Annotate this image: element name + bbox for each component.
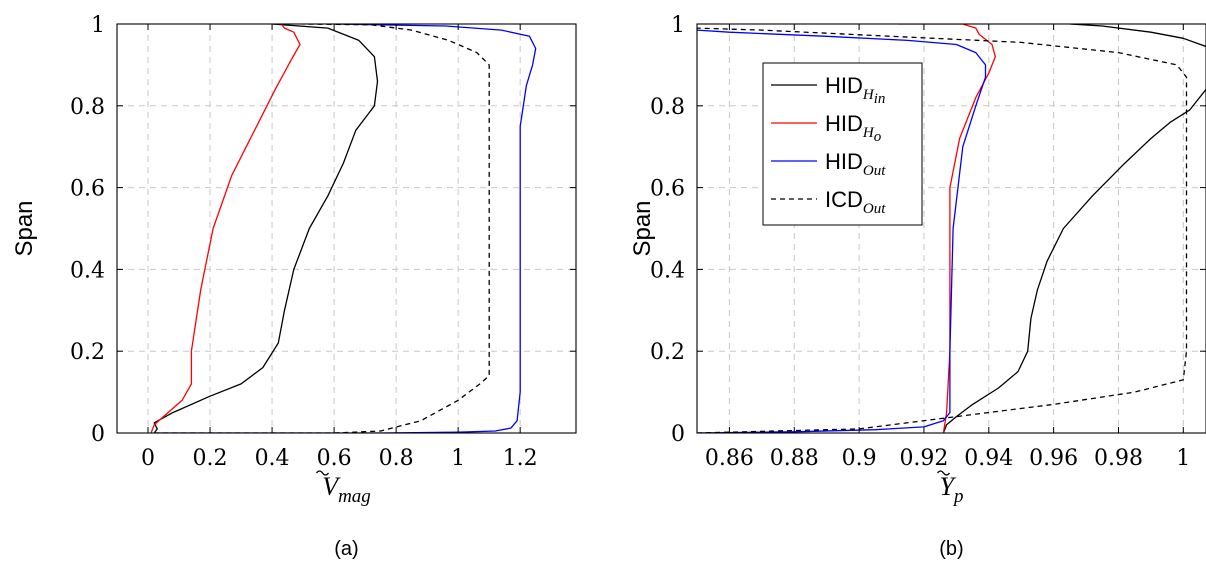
series-line-hid-out	[154, 24, 537, 433]
plot-frame	[696, 23, 1206, 434]
legend-label-icd-out: ICDOut	[825, 187, 886, 217]
x-axis-label: Vmag	[322, 472, 371, 507]
series-line-hid-hin	[153, 24, 379, 433]
x-tick-label: 1	[1176, 446, 1190, 471]
y-axis-label: Span	[11, 200, 38, 256]
x-tick-label: 1.2	[503, 446, 538, 471]
legend-label-subsub: o	[874, 129, 882, 145]
legend-label-sub: Out	[863, 201, 886, 217]
x-axis-label-main: Y	[940, 472, 957, 501]
chart-panel-b: 0.86 0.88 0.9 0.92 0.94 0.96 0.98 1 0 0.2 0.4 0.6 0.…	[629, 13, 1206, 560]
series-line-hid-ho	[150, 24, 301, 433]
plot-frame	[116, 23, 577, 434]
series-group	[697, 24, 1206, 433]
legend-label-hid-out: HIDOut	[825, 149, 886, 179]
series-line-icd-out	[697, 27, 1188, 433]
x-tick-label: 0.92	[899, 446, 948, 471]
y-tick-label: 1	[671, 13, 685, 38]
series-line-hid-hin	[942, 88, 1206, 433]
chart-panel-a: 0 0.2 0.4 0.6 0.8 1 1.2 0 0.2 0.4 0.6 0.8 1 Span Vmag (…	[11, 13, 577, 560]
x-tick-label: 0.96	[1029, 446, 1078, 471]
y-tick-label: 0.4	[70, 258, 105, 283]
legend-box	[762, 62, 923, 226]
y-axis-label: Span	[629, 200, 656, 256]
y-tick-label: 0	[671, 422, 685, 447]
series-group	[150, 24, 537, 433]
x-tick-label: 0.8	[379, 446, 414, 471]
x-tick-label: 0.98	[1094, 446, 1143, 471]
legend-label-main: ICD	[825, 187, 863, 212]
legend-label-main: HID	[825, 73, 863, 98]
legend-label-sub: H	[862, 125, 875, 141]
legend-label-main: HID	[825, 111, 863, 136]
legend-label-sub: H	[862, 87, 875, 103]
x-tick-label: 0.6	[317, 446, 352, 471]
y-tick-label: 0.2	[650, 340, 685, 365]
series-line-icd-out	[154, 24, 490, 433]
legend-label-hid-hin: HIDHin	[825, 73, 885, 107]
tilde-accent	[315, 470, 330, 476]
x-axis-label: Yp	[940, 472, 964, 507]
x-tick-label: 0.94	[964, 446, 1013, 471]
y-tick-label: 0.2	[70, 340, 105, 365]
legend-label-hid-ho: HIDHo	[825, 111, 882, 145]
y-tick-label: 0.6	[70, 177, 105, 202]
x-tick-label: 0.86	[705, 446, 754, 471]
x-tick-label: 0.4	[255, 446, 290, 471]
y-tick-label: 0.4	[650, 258, 685, 283]
y-tick-label: 0.8	[650, 95, 685, 120]
x-tick-label: 0.88	[770, 446, 819, 471]
panel-caption: (a)	[334, 538, 358, 560]
panel-caption: (b)	[939, 538, 963, 560]
x-axis-label-sub: mag	[338, 486, 371, 507]
tilde-accent	[936, 470, 951, 476]
y-tick-label: 0.6	[650, 177, 685, 202]
x-axis-label-sub: p	[952, 486, 964, 507]
legend-label-main: HID	[825, 149, 863, 174]
y-tick-label: 0	[91, 422, 105, 447]
x-tick-label: 0.9	[842, 446, 877, 471]
series-line-hid-out	[697, 29, 987, 433]
x-axis-label-main: V	[322, 472, 341, 501]
y-tick-label: 0.8	[70, 95, 105, 120]
legend-label-sub: Out	[863, 163, 886, 179]
x-tick-label: 1	[451, 446, 465, 471]
legend-label-subsub: in	[874, 91, 886, 107]
series-line-hid-hin-top	[1069, 24, 1206, 48]
x-tick-label: 0	[141, 446, 155, 471]
x-tick-label: 0.2	[193, 446, 228, 471]
y-tick-label: 1	[91, 13, 105, 38]
